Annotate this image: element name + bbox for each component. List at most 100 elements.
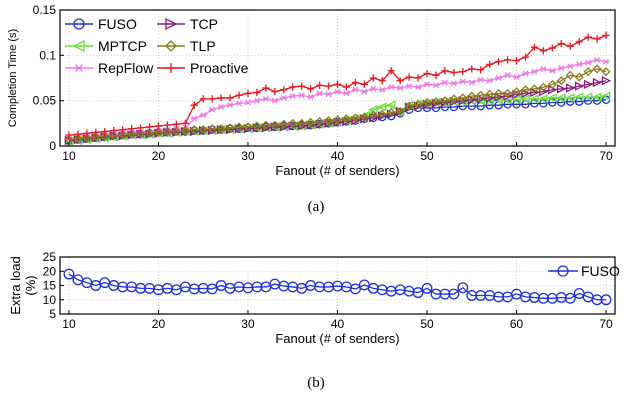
data-point-repflow — [253, 97, 261, 104]
series-fuso — [63, 268, 612, 306]
panel-b-x-axis-label: Fanout (# of senders) — [275, 331, 399, 346]
data-point-repflow — [548, 67, 556, 74]
data-point-tcp — [503, 91, 513, 101]
data-point-tlp — [341, 114, 351, 124]
data-point-tcp — [306, 120, 316, 130]
data-point-proactive — [521, 53, 530, 61]
data-point-repflow — [602, 58, 610, 65]
data-point-tcp — [279, 122, 289, 132]
panel-b-legend: FUSO — [548, 263, 620, 279]
data-point-proactive — [477, 66, 485, 74]
y-tick-label: 5 — [49, 307, 56, 321]
data-point-proactive — [423, 69, 431, 78]
data-point-mptcp — [386, 100, 396, 110]
data-point-tlp — [118, 130, 128, 140]
data-point-repflow — [298, 92, 306, 99]
data-point-tlp — [386, 107, 396, 117]
data-point-repflow — [199, 112, 207, 119]
data-point-mptcp — [600, 91, 611, 101]
data-point-repflow — [217, 104, 225, 110]
data-point-tlp — [82, 133, 92, 143]
data-point-repflow — [521, 70, 530, 77]
legend-label-proactive: Proactive — [190, 60, 249, 76]
data-point-tlp — [467, 91, 477, 101]
y-tick-label: 0.1 — [39, 48, 56, 62]
legend-entry-fuso: FUSO — [65, 16, 137, 32]
data-point-proactive — [324, 82, 333, 90]
data-point-repflow — [468, 79, 476, 86]
data-point-repflow — [593, 56, 601, 63]
legend-entry-proactive: Proactive — [157, 60, 249, 76]
data-point-repflow — [530, 68, 539, 75]
legend-entry-tcp: TCP — [157, 16, 218, 32]
data-point-fuso — [412, 287, 424, 299]
series-line-tlp — [68, 68, 607, 141]
data-point-tlp — [583, 67, 593, 77]
data-point-mptcp — [583, 92, 593, 102]
data-point-proactive — [468, 65, 476, 73]
data-point-repflow — [351, 86, 360, 93]
data-point-mptcp — [484, 96, 494, 106]
data-point-tlp — [324, 116, 334, 126]
data-point-tlp — [368, 110, 378, 120]
data-point-tcp — [530, 87, 540, 98]
data-point-fuso — [63, 268, 75, 280]
series-line-fuso — [68, 273, 607, 301]
data-point-tlp — [520, 85, 531, 95]
data-point-repflow — [396, 84, 404, 91]
data-point-tlp — [404, 101, 414, 111]
data-point-tcp — [476, 94, 486, 104]
data-point-tlp — [476, 90, 486, 100]
data-point-tlp — [556, 76, 566, 86]
data-point-repflow — [557, 65, 565, 72]
x-tick-label: 20 — [152, 149, 166, 163]
data-point-repflow — [342, 90, 351, 97]
data-point-repflow — [360, 88, 368, 95]
data-point-tlp — [153, 127, 163, 137]
legend-label-tlp: TLP — [190, 38, 216, 54]
data-point-tcp — [592, 77, 603, 88]
panel-a-x-axis-label: Fanout (# of senders) — [275, 163, 399, 178]
data-point-proactive — [154, 122, 163, 130]
legend-marker-repflow — [74, 64, 84, 72]
data-point-tlp — [350, 113, 360, 123]
panel-a-caption: (a) — [308, 199, 325, 215]
panel-a-series-group — [63, 31, 612, 147]
data-point-repflow — [235, 100, 243, 107]
data-point-fuso — [548, 98, 557, 107]
panel-a-completion-time-chart: 10 20 30 40 50 60 70 0 0.05 0.1 0.15 Fanout (# of … — [7, 3, 616, 215]
data-point-proactive — [253, 88, 261, 97]
panel-b-y-axis-label-line1: Extra load — [8, 256, 23, 315]
data-point-tcp — [261, 123, 271, 133]
data-point-repflow — [575, 61, 583, 68]
data-point-tlp — [440, 96, 450, 106]
legend-label-fuso: FUSO — [98, 16, 137, 32]
data-point-mptcp — [574, 92, 584, 102]
data-point-tcp — [369, 113, 379, 123]
data-point-fuso — [421, 282, 433, 294]
data-point-proactive — [119, 126, 127, 134]
x-tick-label: 70 — [599, 317, 613, 331]
data-point-tlp — [512, 87, 522, 97]
y-tick-label: 20 — [43, 264, 57, 278]
data-point-proactive — [136, 124, 145, 132]
data-point-repflow — [315, 90, 324, 97]
data-point-fuso — [600, 294, 612, 306]
data-point-proactive — [289, 83, 297, 91]
data-point-repflow — [566, 63, 574, 70]
data-point-repflow — [208, 106, 216, 113]
data-point-tlp — [73, 134, 83, 144]
data-point-repflow — [387, 84, 395, 91]
data-point-tcp — [574, 81, 585, 91]
data-point-mptcp — [592, 92, 602, 102]
data-point-repflow — [477, 76, 485, 83]
data-point-tlp — [270, 120, 280, 130]
data-point-tcp — [557, 84, 567, 94]
data-point-fuso — [539, 99, 548, 108]
data-point-proactive — [145, 123, 154, 131]
data-point-proactive — [396, 77, 404, 85]
data-point-tlp — [216, 124, 226, 134]
data-point-fuso — [457, 282, 469, 294]
